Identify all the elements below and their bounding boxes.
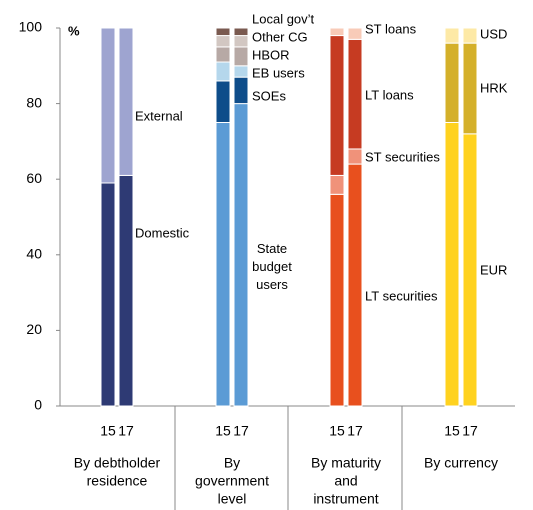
group-label: level xyxy=(218,491,247,507)
bar-segment xyxy=(100,182,116,407)
series-label: HBOR xyxy=(252,47,290,62)
bar-segment xyxy=(329,35,345,176)
bar-segment xyxy=(233,27,249,37)
group-label: By xyxy=(224,455,240,471)
bar-segment xyxy=(347,148,363,165)
y-tick-label: 100 xyxy=(19,19,43,35)
bar-segment xyxy=(215,61,231,82)
bar-segment xyxy=(444,122,460,407)
x-tick-label: 15 xyxy=(329,423,345,439)
y-tick-label: 20 xyxy=(26,321,42,337)
series-label: Domestic xyxy=(135,225,190,240)
y-tick-label: 0 xyxy=(34,397,42,413)
bar-segment xyxy=(118,27,134,176)
x-tick-label: 17 xyxy=(118,423,134,439)
bar-segment xyxy=(100,27,116,184)
bar-segment xyxy=(462,133,478,407)
bar-segment xyxy=(347,163,363,407)
group-label: government xyxy=(195,473,269,489)
bar-segment xyxy=(215,80,231,123)
bar-segment xyxy=(347,27,363,40)
bar-segment xyxy=(329,193,345,407)
group-label: By debtholder xyxy=(74,455,161,471)
y-tick-label: 80 xyxy=(26,94,42,110)
x-tick-label: 17 xyxy=(462,423,478,439)
bar-segment xyxy=(215,46,231,63)
group-label: instrument xyxy=(313,491,378,507)
group-label: and xyxy=(334,473,357,489)
bar-segment xyxy=(329,27,345,37)
series-label: Local gov’t xyxy=(252,11,315,26)
bar-segment xyxy=(233,76,249,105)
bar-segment xyxy=(118,174,134,407)
series-label: EB users xyxy=(252,65,305,80)
y-tick-label: 40 xyxy=(26,246,42,262)
series-label: USD xyxy=(480,26,507,41)
x-tick-label: 17 xyxy=(347,423,363,439)
bar-segment xyxy=(215,35,231,48)
bar-segment xyxy=(347,38,363,150)
x-tick-label: 15 xyxy=(444,423,460,439)
bar-segment xyxy=(233,65,249,78)
group-label: By currency xyxy=(424,455,498,471)
series-label: EUR xyxy=(480,262,507,277)
bar-segment xyxy=(462,27,478,44)
bar-segment xyxy=(444,27,460,44)
group-label: residence xyxy=(87,473,148,489)
series-label: Other CG xyxy=(252,29,308,44)
bar-segment xyxy=(233,103,249,407)
x-tick-label: 17 xyxy=(233,423,249,439)
bar-segment xyxy=(215,27,231,37)
bar-segment xyxy=(233,35,249,48)
group-label: By maturity xyxy=(311,455,381,471)
bar-segment xyxy=(329,174,345,195)
bar-segment xyxy=(444,42,460,123)
bar-segment xyxy=(462,42,478,135)
bar-segment xyxy=(233,46,249,67)
series-label: ST loans xyxy=(365,21,417,36)
series-label-box: State budget users xyxy=(252,241,292,292)
series-label: SOEs xyxy=(252,88,286,103)
series-label: External xyxy=(135,108,183,123)
x-tick-label: 15 xyxy=(100,423,116,439)
y-unit: % xyxy=(68,23,80,38)
bar-segment xyxy=(215,122,231,407)
series-label: LT securities xyxy=(365,288,438,303)
series-label: HRK xyxy=(480,80,508,95)
series-label: State budget users xyxy=(252,241,292,292)
series-label: ST securities xyxy=(365,149,440,164)
y-tick-label: 60 xyxy=(26,170,42,186)
x-tick-label: 15 xyxy=(215,423,231,439)
series-label: LT loans xyxy=(365,87,414,102)
